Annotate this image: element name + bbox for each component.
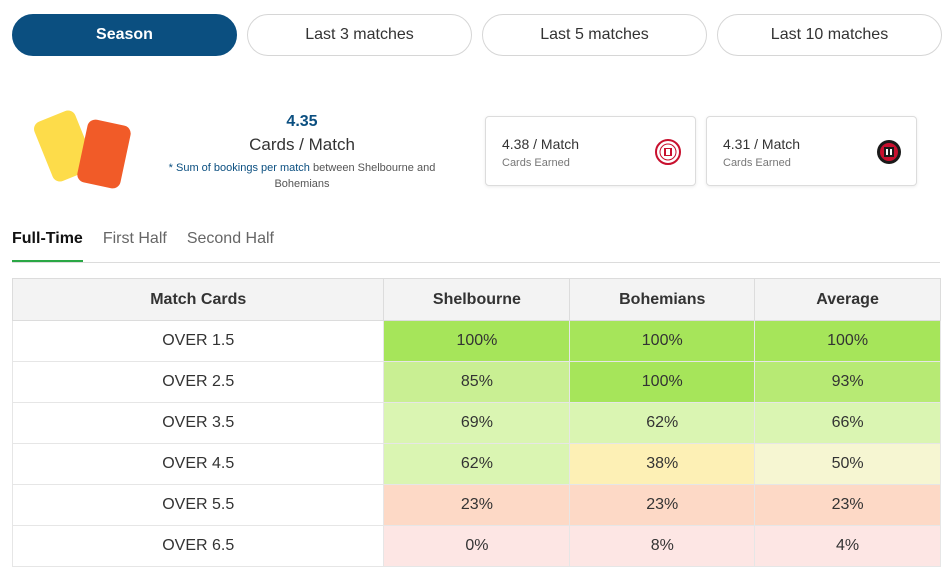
tab-second-half[interactable]: Second Half bbox=[186, 230, 274, 247]
team-box-bohemians: 4.31 / Match Cards Earned bbox=[706, 116, 917, 186]
tab-first-half[interactable]: First Half bbox=[102, 230, 167, 247]
cards-per-match-value: 4.35 bbox=[286, 113, 318, 130]
cell-bohemians: 38% bbox=[569, 443, 756, 485]
tab-season[interactable]: Season bbox=[12, 14, 237, 56]
team-rate: 4.38 / Match bbox=[502, 136, 580, 152]
header-average: Average bbox=[754, 278, 941, 321]
red-card-icon bbox=[75, 118, 133, 190]
cell-bohemians: 100% bbox=[569, 361, 756, 403]
row-label: OVER 6.5 bbox=[11, 525, 385, 567]
bohemians-crest-icon bbox=[877, 140, 901, 164]
team-rate-label: Cards Earned bbox=[502, 157, 570, 169]
cell-average: 100% bbox=[754, 320, 941, 362]
cell-average: 93% bbox=[754, 361, 941, 403]
cell-bohemians: 23% bbox=[569, 484, 756, 526]
tab-full-time[interactable]: Full-Time bbox=[12, 226, 83, 262]
cell-shelbourne: 100% bbox=[383, 320, 571, 362]
cell-average: 23% bbox=[754, 484, 941, 526]
shelbourne-crest-icon bbox=[655, 139, 681, 165]
cell-bohemians: 62% bbox=[569, 402, 756, 444]
team-box-shelbourne: 4.38 / Match Cards Earned bbox=[485, 116, 696, 186]
cards-per-match-label: Cards / Match bbox=[249, 135, 355, 154]
cards-icon bbox=[31, 108, 138, 192]
row-label: OVER 1.5 bbox=[11, 320, 385, 362]
header-bohemians: Bohemians bbox=[569, 278, 756, 321]
table-row: OVER 3.5 69% 62% 66% bbox=[11, 402, 941, 444]
table-row: OVER 5.5 23% 23% 23% bbox=[11, 484, 941, 526]
summary-note-highlight: * Sum of bookings per match bbox=[168, 162, 310, 174]
row-label: OVER 4.5 bbox=[11, 443, 385, 485]
row-label: OVER 5.5 bbox=[11, 484, 385, 526]
cell-shelbourne: 69% bbox=[383, 402, 571, 444]
table-header-row: Match Cards Shelbourne Bohemians Average bbox=[11, 278, 941, 321]
cell-average: 66% bbox=[754, 402, 941, 444]
row-label: OVER 3.5 bbox=[11, 402, 385, 444]
table-row: OVER 1.5 100% 100% 100% bbox=[11, 320, 941, 362]
match-cards-table: Match Cards Shelbourne Bohemians Average… bbox=[11, 278, 941, 567]
period-tabs: Season Last 3 matches Last 5 matches Las… bbox=[12, 14, 942, 56]
cell-average: 50% bbox=[754, 443, 941, 485]
cards-summary: 4.35 Cards / Match * Sum of bookings per… bbox=[152, 112, 452, 192]
cell-bohemians: 8% bbox=[569, 525, 756, 567]
header-shelbourne: Shelbourne bbox=[383, 278, 571, 321]
table-row: OVER 2.5 85% 100% 93% bbox=[11, 361, 941, 403]
header-match-cards: Match Cards bbox=[11, 278, 385, 321]
cell-shelbourne: 62% bbox=[383, 443, 571, 485]
cell-shelbourne: 23% bbox=[383, 484, 571, 526]
cell-shelbourne: 0% bbox=[383, 525, 571, 567]
cell-average: 4% bbox=[754, 525, 941, 567]
summary-note: * Sum of bookings per match between Shel… bbox=[152, 160, 452, 192]
tab-last-3-matches[interactable]: Last 3 matches bbox=[247, 14, 472, 56]
table-row: OVER 4.5 62% 38% 50% bbox=[11, 443, 941, 485]
half-tabs: Full-Time First Half Second Half bbox=[12, 226, 940, 263]
cell-bohemians: 100% bbox=[569, 320, 756, 362]
table-row: OVER 6.5 0% 8% 4% bbox=[11, 525, 941, 567]
cell-shelbourne: 85% bbox=[383, 361, 571, 403]
team-rate-label: Cards Earned bbox=[723, 157, 791, 169]
tab-last-5-matches[interactable]: Last 5 matches bbox=[482, 14, 707, 56]
summary-note-text: between Shelbourne and Bohemians bbox=[274, 162, 436, 190]
row-label: OVER 2.5 bbox=[11, 361, 385, 403]
tab-last-10-matches[interactable]: Last 10 matches bbox=[717, 14, 942, 56]
team-rate: 4.31 / Match bbox=[723, 136, 801, 152]
